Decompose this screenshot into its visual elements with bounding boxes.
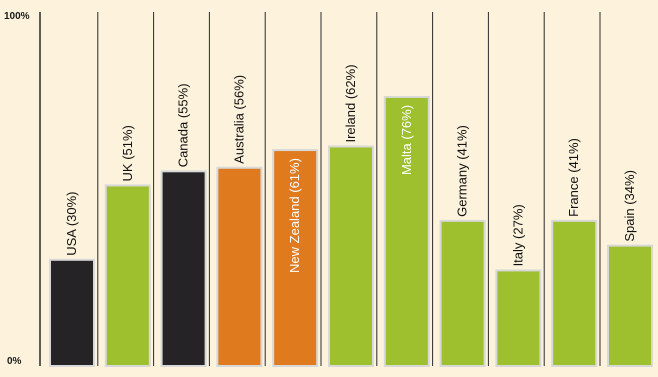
y-tick-label-min: 0% — [7, 356, 22, 367]
data-label-germany: Germany (41%) — [455, 125, 470, 217]
data-label-uk: UK (51%) — [120, 125, 135, 181]
bar-spain — [607, 244, 653, 367]
bar-uk — [104, 184, 151, 367]
y-axis: 100% 0% — [4, 11, 41, 367]
bar-canada — [160, 170, 207, 367]
bar-australia — [216, 166, 263, 367]
data-labels-group: USA (30%) UK (51%) Canada (55%) Australia (… — [64, 64, 637, 272]
bars-group — [49, 95, 653, 368]
bar-italy — [495, 269, 542, 368]
data-label-ireland: Ireland (62%) — [343, 64, 358, 142]
bar-germany — [439, 219, 486, 367]
data-label-usa: USA (30%) — [64, 191, 79, 255]
bar-ireland — [328, 145, 374, 367]
data-label-new-zealand: New Zealand (61%) — [287, 158, 302, 273]
bar-new-zealand — [272, 149, 319, 367]
data-label-italy: Italy (27%) — [510, 204, 525, 266]
data-label-malta: Malta (76%) — [399, 105, 414, 175]
data-label-spain: Spain (34%) — [622, 170, 637, 242]
bar-malta — [383, 95, 430, 368]
data-label-australia: Australia (56%) — [231, 75, 246, 164]
column-separators — [97, 12, 601, 366]
y-tick-label-max: 100% — [4, 11, 30, 22]
bar-usa — [49, 258, 95, 367]
bar-france — [551, 219, 598, 367]
data-label-canada: Canada (55%) — [176, 83, 191, 167]
data-label-france: France (41%) — [566, 138, 581, 217]
